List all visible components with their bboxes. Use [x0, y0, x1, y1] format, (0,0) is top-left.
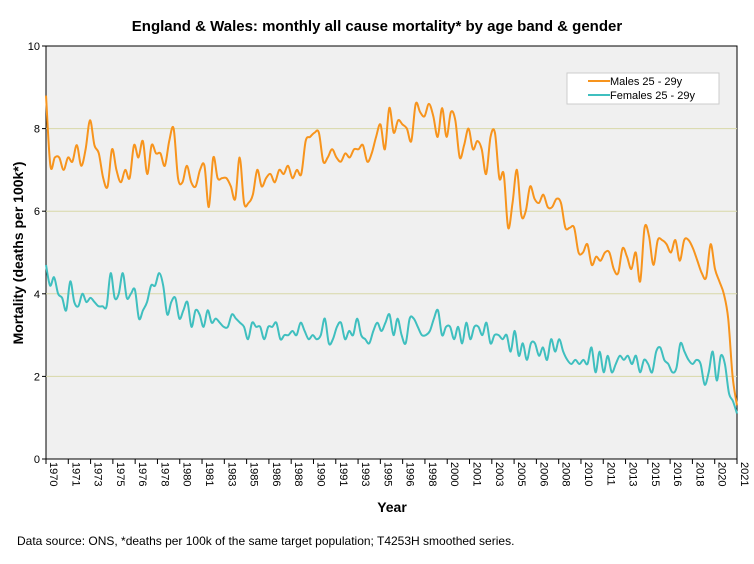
x-tick-label: 2021 — [738, 462, 750, 486]
x-tick-label: 1976 — [136, 462, 148, 486]
legend-label-males: Males 25 - 29y — [610, 76, 683, 88]
x-tick-label: 2008 — [560, 462, 572, 486]
x-tick-label: 2003 — [493, 462, 505, 486]
y-tick-label: 8 — [34, 124, 40, 136]
x-tick-label: 1995 — [381, 462, 393, 486]
y-tick-label: 6 — [34, 206, 40, 218]
x-tick-label: 2020 — [716, 462, 728, 486]
x-tick-label: 1998 — [426, 462, 438, 486]
x-tick-label: 2001 — [471, 462, 483, 486]
series-line-males — [45, 95, 738, 406]
x-tick-label: 2005 — [515, 462, 527, 486]
x-tick-label: 2000 — [448, 462, 460, 486]
y-tick-label: 2 — [34, 371, 40, 383]
plot-area — [45, 45, 738, 460]
x-tick-label: 1981 — [203, 462, 215, 486]
y-tick-label: 10 — [28, 41, 40, 53]
x-tick-label: 1988 — [292, 462, 304, 486]
x-tick-label: 1980 — [181, 462, 193, 486]
x-tick-label: 1973 — [92, 462, 104, 486]
y-tick-label: 4 — [34, 289, 40, 301]
legend: Males 25 - 29y Females 25 - 29y — [566, 72, 720, 105]
x-tick-label: 2010 — [582, 462, 594, 486]
x-tick-label: 2013 — [627, 462, 639, 486]
x-tick-label: 2011 — [604, 462, 616, 486]
chart-title: England & Wales: monthly all cause morta… — [132, 18, 623, 35]
footnote: Data source: ONS, *deaths per 100k of th… — [17, 534, 515, 548]
x-tick-label: 1985 — [248, 462, 260, 486]
x-tick-label: 1970 — [47, 462, 59, 486]
x-tick-label: 2015 — [649, 462, 661, 486]
x-tick-label: 1993 — [359, 462, 371, 486]
x-tick-label: 1986 — [270, 462, 282, 486]
y-tick-label: 0 — [34, 454, 40, 466]
x-tick-label: 1991 — [337, 462, 349, 486]
x-tick-label: 2018 — [693, 462, 705, 486]
x-tick-label: 1975 — [114, 462, 126, 486]
series-line-females — [45, 264, 738, 414]
x-tick-label: 2006 — [537, 462, 549, 486]
y-axis-title: Mortality (deaths per 100k*) — [10, 162, 26, 345]
x-tick-label: 1983 — [225, 462, 237, 486]
x-axis-title: Year — [377, 499, 407, 515]
x-tick-label: 1990 — [314, 462, 326, 486]
x-tick-label: 2016 — [671, 462, 683, 486]
legend-label-females: Females 25 - 29y — [610, 90, 695, 102]
x-tick-label: 1978 — [158, 462, 170, 486]
x-tick-label: 1996 — [404, 462, 416, 486]
x-tick-label: 1971 — [69, 462, 81, 486]
